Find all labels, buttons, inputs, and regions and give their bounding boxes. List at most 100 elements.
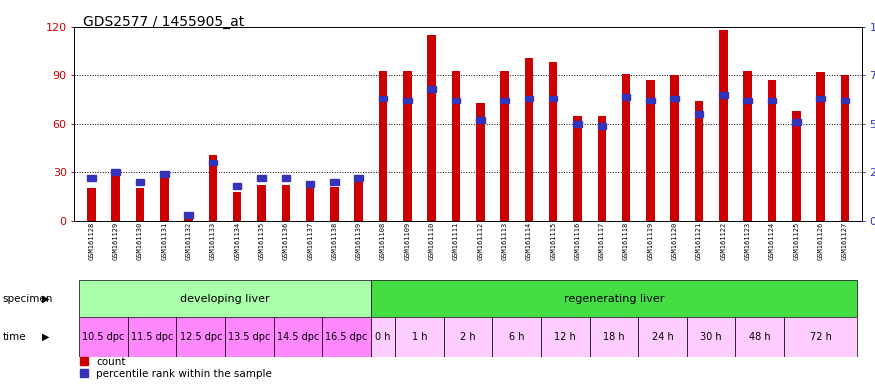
Bar xyxy=(88,175,95,181)
Bar xyxy=(128,317,177,357)
Text: 0 h: 0 h xyxy=(375,332,391,342)
Text: 11.5 dpc: 11.5 dpc xyxy=(131,332,173,342)
Bar xyxy=(598,123,606,129)
Bar xyxy=(670,75,679,221)
Bar xyxy=(525,58,533,221)
Bar xyxy=(306,181,314,187)
Bar xyxy=(792,111,801,221)
Text: 6 h: 6 h xyxy=(509,332,524,342)
Bar xyxy=(427,35,436,221)
Bar xyxy=(371,317,396,357)
Bar xyxy=(598,116,606,221)
Text: 13.5 dpc: 13.5 dpc xyxy=(228,332,270,342)
Bar xyxy=(136,189,144,221)
Bar xyxy=(500,71,509,221)
Text: 10.5 dpc: 10.5 dpc xyxy=(82,332,125,342)
Bar xyxy=(80,280,371,317)
Text: 12.5 dpc: 12.5 dpc xyxy=(179,332,222,342)
Bar xyxy=(403,98,411,103)
Bar xyxy=(233,192,242,221)
Bar xyxy=(841,98,849,103)
Text: ▶: ▶ xyxy=(42,293,49,304)
Bar xyxy=(282,185,290,221)
Bar xyxy=(541,317,590,357)
Text: specimen: specimen xyxy=(3,293,53,304)
Text: 14.5 dpc: 14.5 dpc xyxy=(276,332,319,342)
Bar xyxy=(160,171,169,177)
Bar xyxy=(330,187,339,221)
Bar xyxy=(573,116,582,221)
Bar xyxy=(767,98,776,103)
Bar xyxy=(695,111,704,117)
Bar xyxy=(379,71,388,221)
Text: 48 h: 48 h xyxy=(749,332,771,342)
Text: GDS2577 / 1455905_at: GDS2577 / 1455905_at xyxy=(83,15,244,29)
Bar xyxy=(274,317,322,357)
Text: 2 h: 2 h xyxy=(460,332,476,342)
Bar xyxy=(208,160,217,166)
Bar xyxy=(622,94,630,99)
Bar xyxy=(257,185,266,221)
Bar xyxy=(88,189,95,221)
Bar xyxy=(549,63,557,221)
Bar xyxy=(476,117,485,123)
Text: ▶: ▶ xyxy=(42,332,49,342)
Bar xyxy=(452,71,460,221)
Bar xyxy=(638,317,687,357)
Bar xyxy=(687,317,736,357)
Bar xyxy=(816,96,825,101)
Bar xyxy=(816,72,825,221)
Text: 30 h: 30 h xyxy=(700,332,722,342)
Bar xyxy=(622,74,630,221)
Text: 12 h: 12 h xyxy=(555,332,577,342)
Bar xyxy=(282,175,290,181)
Bar xyxy=(403,71,411,221)
Bar xyxy=(744,71,752,221)
Bar xyxy=(427,86,436,92)
Text: 18 h: 18 h xyxy=(603,332,625,342)
Bar xyxy=(371,280,857,317)
Bar xyxy=(525,96,533,101)
Bar xyxy=(185,212,192,218)
Bar xyxy=(590,317,638,357)
Text: 16.5 dpc: 16.5 dpc xyxy=(326,332,368,342)
Text: 72 h: 72 h xyxy=(809,332,831,342)
Bar xyxy=(160,171,169,221)
Legend: count, percentile rank within the sample: count, percentile rank within the sample xyxy=(80,357,272,379)
Bar xyxy=(330,179,339,185)
Bar xyxy=(719,92,728,98)
Bar xyxy=(257,175,266,181)
Text: 1 h: 1 h xyxy=(412,332,427,342)
Bar xyxy=(646,98,654,103)
Bar xyxy=(208,154,217,221)
Bar xyxy=(80,317,128,357)
Bar xyxy=(322,317,371,357)
Text: regenerating liver: regenerating liver xyxy=(564,293,664,304)
Bar xyxy=(136,179,144,185)
Bar xyxy=(111,169,120,175)
Bar xyxy=(549,96,557,101)
Bar xyxy=(719,30,728,221)
Bar xyxy=(500,98,509,103)
Bar xyxy=(396,317,444,357)
Bar xyxy=(379,96,388,101)
Bar xyxy=(670,96,679,101)
Bar xyxy=(744,98,752,103)
Bar xyxy=(476,103,485,221)
Bar xyxy=(111,169,120,221)
Bar xyxy=(444,317,493,357)
Bar xyxy=(354,175,363,181)
Bar xyxy=(646,80,654,221)
Bar xyxy=(493,317,541,357)
Bar xyxy=(841,75,849,221)
Bar xyxy=(767,80,776,221)
Bar xyxy=(784,317,857,357)
Bar xyxy=(306,189,314,221)
Bar xyxy=(225,317,274,357)
Text: time: time xyxy=(3,332,26,342)
Bar xyxy=(573,121,582,127)
Text: 24 h: 24 h xyxy=(652,332,674,342)
Bar xyxy=(452,98,460,103)
Bar xyxy=(792,119,801,125)
Bar xyxy=(233,183,242,189)
